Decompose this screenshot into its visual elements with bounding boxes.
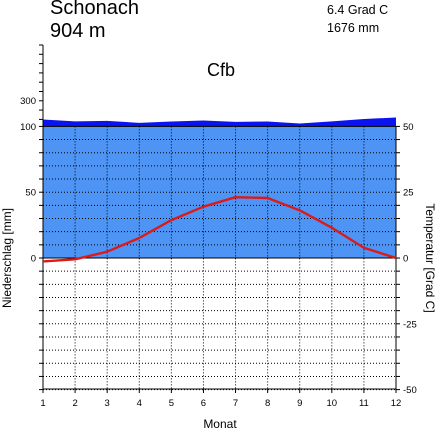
x-tick-label: 6 [201, 398, 206, 409]
left-tick-label: 50 [25, 188, 36, 199]
x-tick-label: 3 [105, 398, 110, 409]
right-tick-label: 50 [403, 122, 414, 133]
right-tick-label: 25 [403, 188, 414, 199]
right-tick-label: -25 [403, 319, 417, 330]
left-tick-label: 300 [20, 96, 36, 107]
station-name: Schonach [50, 0, 139, 19]
x-tick-label: 5 [169, 398, 174, 409]
x-tick-label: 8 [265, 398, 270, 409]
x-tick-label: 12 [391, 398, 402, 409]
x-axis-label: Monat [203, 417, 237, 430]
annual-precipitation: 1676 mm [327, 21, 380, 35]
x-tick-label: 2 [72, 398, 77, 409]
right-tick-label: 0 [403, 254, 408, 265]
right-tick-label: -50 [403, 385, 417, 396]
x-tick-label: 4 [137, 398, 142, 409]
left-tick-label: 100 [20, 122, 36, 133]
tick-marks [39, 44, 400, 393]
x-tick-label: 7 [233, 398, 238, 409]
left-tick-label: 0 [31, 254, 36, 265]
x-tick-label: 1 [40, 398, 45, 409]
x-tick-label: 9 [297, 398, 302, 409]
station-elevation: 904 m [50, 20, 106, 42]
right-axis-label: Temperatur [Grad C] [423, 203, 437, 312]
temperature-series [42, 196, 397, 263]
left-axis-label: Niederschlag [mm] [0, 208, 14, 308]
x-tick-label: 10 [327, 398, 338, 409]
x-tick-label: 11 [359, 398, 369, 409]
temperature-line [42, 196, 397, 263]
climate-classification: Cfb [207, 60, 236, 80]
mean-temperature: 6.4 Grad C [327, 3, 389, 17]
precipitation-area [43, 117, 396, 259]
precipitation-excess-area [43, 117, 396, 127]
grid-lines [43, 126, 396, 391]
plot-axes [42, 45, 397, 390]
